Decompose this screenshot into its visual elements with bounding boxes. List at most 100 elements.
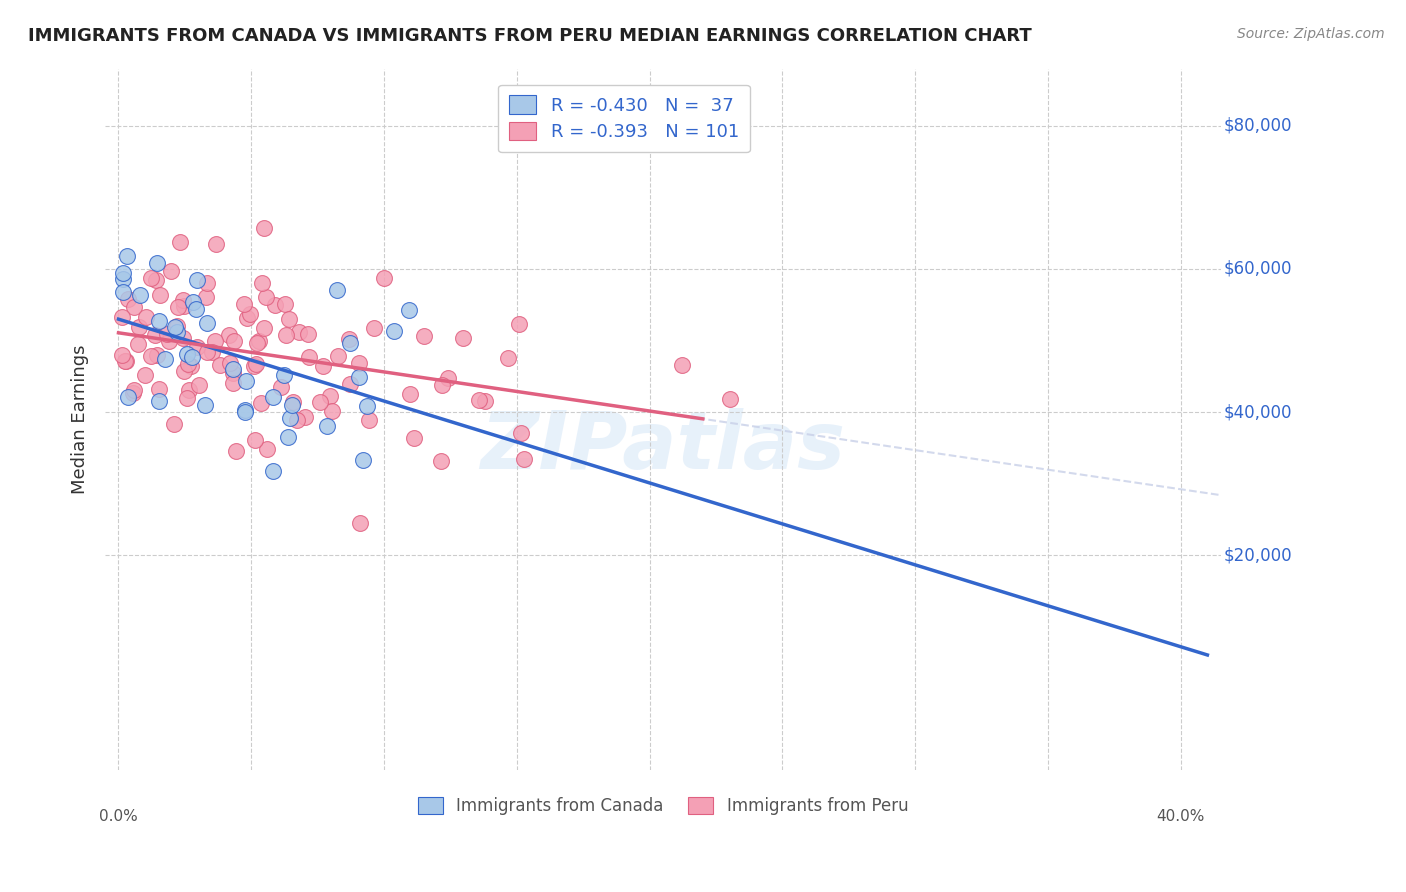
Point	[382, 324, 405, 338]
Point	[128, 320, 150, 334]
Point	[474, 393, 496, 408]
Point	[274, 297, 297, 311]
Point	[177, 357, 200, 371]
Point	[274, 328, 297, 343]
Point	[146, 348, 169, 362]
Point	[326, 350, 349, 364]
Point	[321, 404, 343, 418]
Point	[121, 386, 143, 401]
Point	[222, 366, 245, 380]
Point	[245, 433, 267, 447]
Point	[222, 376, 245, 391]
Text: $80,000: $80,000	[1225, 117, 1292, 135]
Point	[176, 391, 198, 405]
Point	[134, 368, 156, 383]
Point	[112, 272, 135, 286]
Text: $40,000: $40,000	[1225, 403, 1292, 421]
Point	[278, 312, 301, 326]
Legend: Immigrants from Canada, Immigrants from Peru: Immigrants from Canada, Immigrants from …	[408, 787, 918, 825]
Point	[181, 351, 204, 365]
Point	[437, 371, 460, 385]
Point	[115, 353, 138, 368]
Point	[264, 298, 287, 312]
Text: Source: ZipAtlas.com: Source: ZipAtlas.com	[1237, 27, 1385, 41]
Text: ZIPatlas: ZIPatlas	[481, 409, 845, 486]
Y-axis label: Median Earnings: Median Earnings	[72, 344, 89, 494]
Point	[225, 443, 247, 458]
Point	[146, 256, 169, 270]
Point	[149, 288, 172, 302]
Point	[173, 299, 195, 313]
Point	[166, 319, 188, 334]
Point	[236, 310, 259, 325]
Point	[253, 321, 276, 335]
Point	[468, 393, 491, 408]
Point	[177, 384, 200, 398]
Text: IMMIGRANTS FROM CANADA VS IMMIGRANTS FROM PERU MEDIAN EARNINGS CORRELATION CHART: IMMIGRANTS FROM CANADA VS IMMIGRANTS FRO…	[28, 27, 1032, 45]
Point	[156, 326, 179, 341]
Point	[453, 331, 475, 345]
Text: $20,000: $20,000	[1225, 546, 1292, 565]
Point	[115, 249, 138, 263]
Point	[219, 356, 242, 370]
Point	[337, 332, 360, 346]
Point	[273, 368, 295, 382]
Point	[430, 377, 453, 392]
Point	[129, 288, 152, 302]
Point	[339, 377, 361, 392]
Point	[117, 292, 139, 306]
Point	[169, 235, 191, 250]
Point	[297, 327, 319, 342]
Point	[195, 316, 218, 330]
Point	[359, 413, 381, 427]
Point	[145, 273, 167, 287]
Point	[356, 399, 378, 413]
Point	[347, 370, 370, 384]
Point	[429, 454, 451, 468]
Point	[243, 359, 266, 374]
Point	[239, 307, 262, 321]
Point	[127, 336, 149, 351]
Point	[235, 374, 257, 388]
Text: 0.0%: 0.0%	[98, 808, 138, 823]
Point	[246, 335, 269, 350]
Point	[111, 285, 134, 299]
Point	[349, 516, 371, 531]
Point	[398, 303, 420, 318]
Point	[319, 389, 342, 403]
Point	[195, 345, 218, 359]
Point	[186, 301, 208, 316]
Point	[204, 237, 226, 252]
Point	[117, 390, 139, 404]
Point	[139, 349, 162, 363]
Point	[148, 394, 170, 409]
Point	[233, 403, 256, 417]
Point	[281, 398, 304, 412]
Point	[262, 464, 284, 478]
Point	[166, 325, 188, 339]
Point	[256, 442, 278, 456]
Point	[254, 290, 277, 304]
Point	[339, 335, 361, 350]
Text: 40.0%: 40.0%	[1157, 808, 1205, 823]
Point	[309, 395, 332, 409]
Point	[233, 296, 256, 310]
Point	[111, 348, 134, 362]
Point	[186, 273, 208, 287]
Point	[250, 276, 273, 290]
Point	[173, 364, 195, 378]
Point	[148, 314, 170, 328]
Point	[195, 290, 218, 304]
Point	[148, 382, 170, 396]
Point	[122, 300, 145, 314]
Point	[316, 418, 339, 433]
Point	[172, 293, 194, 308]
Point	[186, 340, 208, 354]
Point	[288, 325, 311, 339]
Point	[373, 270, 395, 285]
Point	[250, 395, 273, 409]
Point	[176, 347, 198, 361]
Point	[247, 334, 270, 348]
Point	[197, 277, 219, 291]
Point	[155, 351, 177, 366]
